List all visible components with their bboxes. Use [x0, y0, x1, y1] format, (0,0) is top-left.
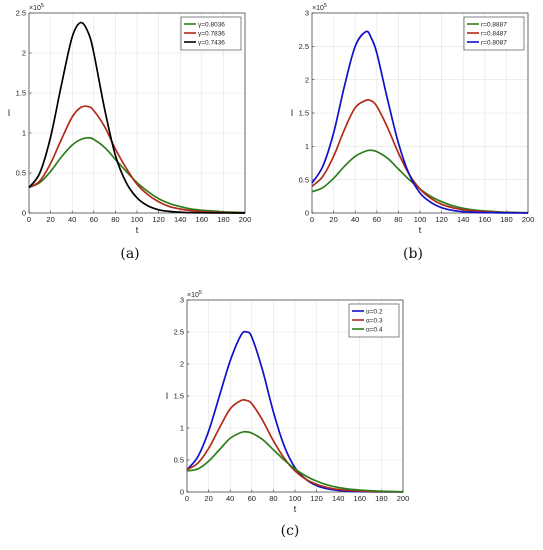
series-line-3 [28, 21, 246, 214]
y-tick-label: 2.5 [174, 328, 184, 337]
y-tick-label: 3 [180, 296, 184, 305]
x-tick-label: 80 [111, 215, 119, 224]
x-tick-label: 140 [174, 215, 187, 224]
x-tick-label: 60 [90, 215, 98, 224]
x-tick-label: 40 [351, 215, 359, 224]
y-tick-label: 2.5 [299, 42, 309, 51]
y-multiplier-exponent: 5 [41, 3, 44, 9]
y-tick-label: 1.5 [16, 89, 26, 98]
x-tick-label: 100 [414, 215, 427, 224]
axes-frame [28, 12, 246, 214]
legend-entry: r=0.8887 [481, 21, 507, 28]
legend-entry: r=0.8087 [481, 39, 507, 46]
y-tick-label: 1 [22, 129, 26, 138]
x-axis-label: t [419, 225, 422, 235]
x-tick-label: 20 [204, 494, 212, 503]
series-line-2 [28, 105, 246, 214]
x-tick-label: 200 [522, 215, 535, 224]
x-tick-label: 160 [479, 215, 492, 224]
y-multiplier-exponent: 5 [199, 290, 202, 296]
panel-label: (a) [120, 246, 139, 262]
legend-box [463, 16, 525, 51]
y-tick-label: 0 [305, 209, 309, 218]
series-line-3 [311, 30, 529, 214]
panel-label: (c) [281, 523, 300, 539]
y-multiplier: ×105 [312, 3, 327, 12]
y-tick-label: 0.5 [16, 169, 26, 178]
x-tick-label: 0 [185, 494, 189, 503]
x-tick-label: 40 [226, 494, 234, 503]
x-tick-label: 20 [46, 215, 54, 224]
x-tick-label: 60 [248, 494, 256, 503]
axes-frame [311, 12, 529, 214]
y-tick-label: 1 [180, 424, 184, 433]
y-multiplier-exponent: 5 [324, 3, 327, 9]
legend: α=0.2 α=0.3 α=0.4 [348, 303, 400, 338]
chart-panel-a: 0 20 40 60 80 100 120 140 160 180 200 0 0.5 1 1.5 2 2.5×… [8, 3, 252, 262]
x-tick-label: 200 [239, 215, 252, 224]
x-tick-label: 100 [289, 494, 302, 503]
y-axis-label: I [291, 108, 294, 118]
x-tick-label: 60 [373, 215, 381, 224]
x-tick-label: 120 [152, 215, 165, 224]
x-tick-label: 80 [269, 494, 277, 503]
legend-entry: α=0.2 [366, 308, 383, 315]
panel-label: (b) [403, 246, 423, 262]
legend: r=0.8887 r=0.8487 r=0.8087 [463, 16, 525, 51]
x-tick-label: 180 [217, 215, 230, 224]
x-tick-label: 120 [310, 494, 323, 503]
axes-frame [186, 299, 404, 493]
y-tick-label: 2 [305, 75, 309, 84]
y-tick-label: 1.5 [174, 392, 184, 401]
x-tick-label: 20 [329, 215, 337, 224]
legend: γ=0.8036 γ=0.7836 γ=0.7436 [180, 16, 242, 51]
x-axis-label: t [136, 225, 139, 235]
x-tick-label: 120 [435, 215, 448, 224]
y-tick-label: 0 [180, 488, 184, 497]
legend-entry: γ=0.7436 [198, 39, 225, 46]
y-tick-label: 0.5 [174, 456, 184, 465]
y-axis-label: I [166, 391, 169, 401]
x-tick-label: 0 [310, 215, 314, 224]
x-tick-label: 0 [27, 215, 31, 224]
y-multiplier-base: ×10 [187, 292, 199, 299]
y-tick-label: 2.5 [16, 9, 26, 18]
y-multiplier: ×105 [29, 3, 44, 12]
y-tick-label: 2 [22, 49, 26, 58]
y-multiplier-base: ×10 [312, 5, 324, 12]
x-tick-label: 180 [375, 494, 388, 503]
x-tick-label: 160 [354, 494, 367, 503]
y-tick-label: 0 [22, 209, 26, 218]
chart-panel-c: 0 20 40 60 80 100 120 140 160 180 200 0 0.5 1 1.5 2 2.5 3… [166, 290, 410, 539]
x-tick-label: 200 [397, 494, 410, 503]
y-axis-label: I [8, 108, 11, 118]
y-tick-label: 2 [180, 360, 184, 369]
legend-entry: γ=0.7836 [198, 30, 225, 37]
y-multiplier: ×105 [187, 290, 202, 299]
y-tick-label: 1.5 [299, 109, 309, 118]
x-tick-label: 100 [131, 215, 144, 224]
legend-entry: α=0.3 [366, 317, 383, 324]
y-tick-label: 1 [305, 142, 309, 151]
legend-entry: r=0.8487 [481, 30, 507, 37]
legend-entry: γ=0.8036 [198, 21, 225, 28]
x-tick-label: 140 [457, 215, 470, 224]
x-tick-label: 80 [394, 215, 402, 224]
chart-panel-b: 0 20 40 60 80 100 120 140 160 180 200 0 0.5 1 1.5 2 2.5 3… [291, 3, 535, 262]
y-tick-label: 0.5 [299, 175, 309, 184]
x-tick-label: 180 [500, 215, 513, 224]
y-multiplier-base: ×10 [29, 5, 41, 12]
x-tick-label: 40 [68, 215, 76, 224]
legend-entry: α=0.4 [366, 326, 383, 333]
x-tick-label: 160 [196, 215, 209, 224]
x-tick-label: 140 [332, 494, 345, 503]
series-line-3 [186, 430, 404, 493]
y-tick-label: 3 [305, 9, 309, 18]
x-axis-label: t [294, 504, 297, 514]
